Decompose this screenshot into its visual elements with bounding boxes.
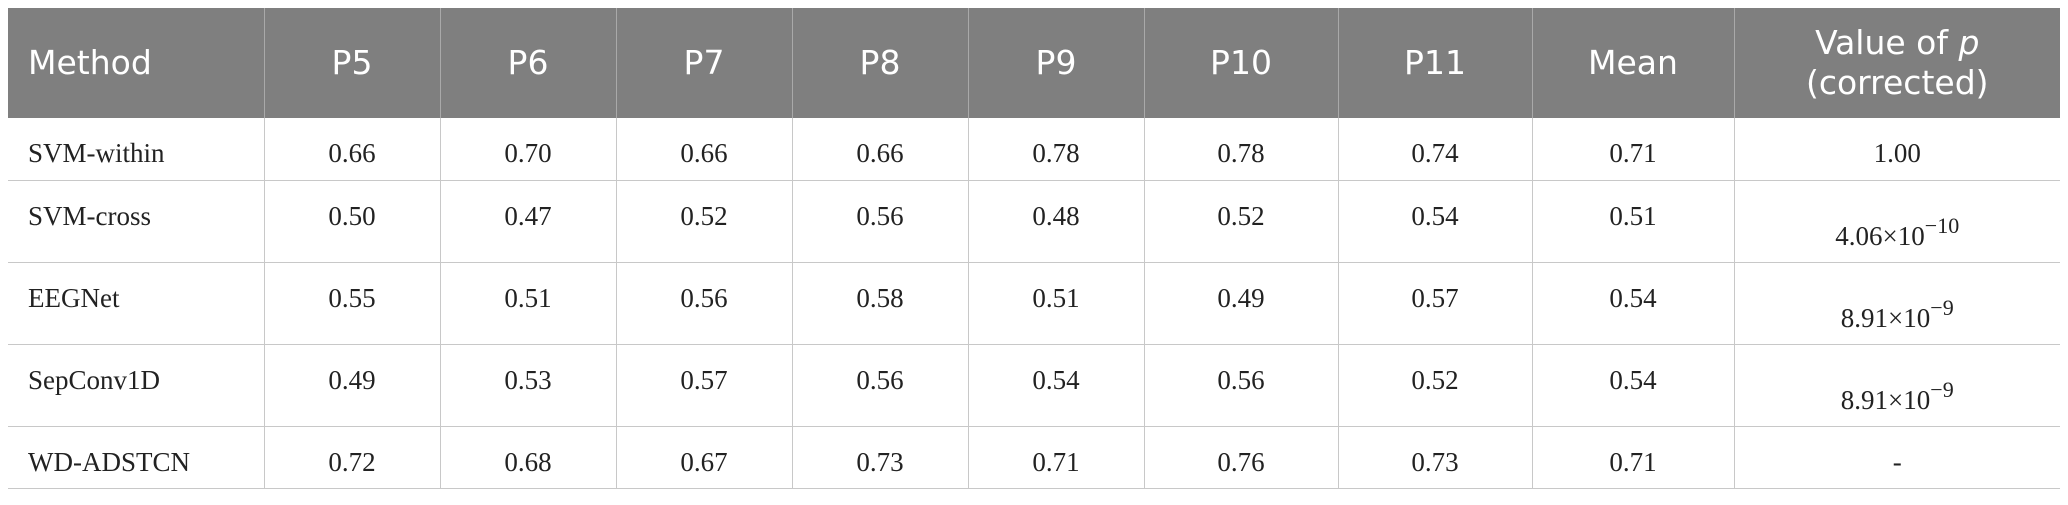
cell-value: 0.48 (968, 180, 1145, 263)
table-row: EEGNet 0.55 0.51 0.56 0.58 0.51 0.49 0.57 0.54 8.… (8, 262, 2060, 345)
cell-value: 0.52 (1144, 180, 1339, 263)
cell-value: 0.73 (1338, 426, 1533, 489)
cell-value: 0.55 (264, 262, 441, 345)
cell-method: SepConv1D (8, 344, 265, 427)
cell-value: 0.56 (792, 180, 969, 263)
header-p11: P11 (1338, 8, 1533, 118)
cell-value: 0.74 (1338, 118, 1533, 181)
results-table: Method P5 P6 P7 P8 P9 P10 P11 Mean Value… (8, 8, 2060, 489)
cell-value: 0.51 (968, 262, 1145, 345)
cell-p-value: - (1734, 426, 2060, 489)
header-p9: P9 (968, 8, 1145, 118)
p-value-mantissa: 4.06×10 (1835, 220, 1925, 251)
cell-method: SVM-cross (8, 180, 265, 263)
cell-value: 0.76 (1144, 426, 1339, 489)
table-row: SVM-within 0.66 0.70 0.66 0.66 0.78 0.78 0.74 0.… (8, 118, 2060, 181)
cell-value: 0.58 (792, 262, 969, 345)
cell-value: 0.56 (792, 344, 969, 427)
header-p7: P7 (616, 8, 793, 118)
cell-method: WD-ADSTCN (8, 426, 265, 489)
cell-value: 0.66 (264, 118, 441, 181)
cell-p-value: 4.06×10−10 (1734, 180, 2060, 263)
header-method: Method (8, 8, 265, 118)
cell-value: 0.54 (1532, 344, 1735, 427)
header-p5: P5 (264, 8, 441, 118)
cell-value: 0.57 (1338, 262, 1533, 345)
table-row: SVM-cross 0.50 0.47 0.52 0.56 0.48 0.52 0.54 0.5… (8, 180, 2060, 263)
cell-value: 0.54 (968, 344, 1145, 427)
cell-value: 0.78 (1144, 118, 1339, 181)
cell-value: 0.51 (1532, 180, 1735, 263)
cell-p-value: 8.91×10−9 (1734, 344, 2060, 427)
header-p10: P10 (1144, 8, 1339, 118)
header-p-value: Value of p (corrected) (1734, 8, 2060, 118)
cell-value: 0.56 (616, 262, 793, 345)
cell-value: 0.56 (1144, 344, 1339, 427)
header-p6: P6 (440, 8, 617, 118)
table-row: SepConv1D 0.49 0.53 0.57 0.56 0.54 0.56 0.52 0.5… (8, 344, 2060, 427)
table-row: WD-ADSTCN 0.72 0.68 0.67 0.73 0.71 0.76 0.73 0.7… (8, 426, 2060, 489)
cell-value: 0.49 (264, 344, 441, 427)
cell-value: 0.71 (968, 426, 1145, 489)
cell-value: 0.49 (1144, 262, 1339, 345)
cell-value: 0.47 (440, 180, 617, 263)
cell-value: 0.53 (440, 344, 617, 427)
header-row: Method P5 P6 P7 P8 P9 P10 P11 Mean Value… (8, 8, 2060, 118)
p-value-exponent: −9 (1930, 294, 1954, 320)
cell-value: 0.70 (440, 118, 617, 181)
header-p-value-line2: (corrected) (1805, 63, 1989, 102)
cell-value: 0.67 (616, 426, 793, 489)
cell-value: 0.50 (264, 180, 441, 263)
p-value-mantissa: 8.91×10 (1840, 302, 1931, 333)
cell-value: 0.54 (1532, 262, 1735, 345)
cell-value: 0.54 (1338, 180, 1533, 263)
cell-p-value: 8.91×10−9 (1734, 262, 2060, 345)
cell-value: 0.71 (1532, 426, 1735, 489)
p-value-mantissa: 8.91×10 (1840, 384, 1931, 415)
cell-value: 0.66 (616, 118, 793, 181)
p-value-mantissa: - (1892, 446, 1902, 477)
p-value-mantissa: 1.00 (1873, 138, 1921, 168)
cell-value: 0.78 (968, 118, 1145, 181)
cell-value: 0.52 (616, 180, 793, 263)
header-p-value-line1: Value of (1815, 23, 1959, 62)
cell-value: 0.52 (1338, 344, 1533, 427)
header-p-variable: p (1958, 23, 1980, 62)
cell-method: SVM-within (8, 118, 265, 181)
cell-value: 0.57 (616, 344, 793, 427)
cell-value: 0.72 (264, 426, 441, 489)
cell-value: 0.51 (440, 262, 617, 345)
cell-p-value: 1.00 (1734, 118, 2060, 181)
cell-value: 0.71 (1532, 118, 1735, 181)
cell-value: 0.66 (792, 118, 969, 181)
p-value-exponent: −9 (1930, 376, 1954, 402)
header-p8: P8 (792, 8, 969, 118)
header-mean: Mean (1532, 8, 1735, 118)
cell-value: 0.68 (440, 426, 617, 489)
cell-method: EEGNet (8, 262, 265, 345)
p-value-exponent: −10 (1924, 212, 1960, 238)
cell-value: 0.73 (792, 426, 969, 489)
